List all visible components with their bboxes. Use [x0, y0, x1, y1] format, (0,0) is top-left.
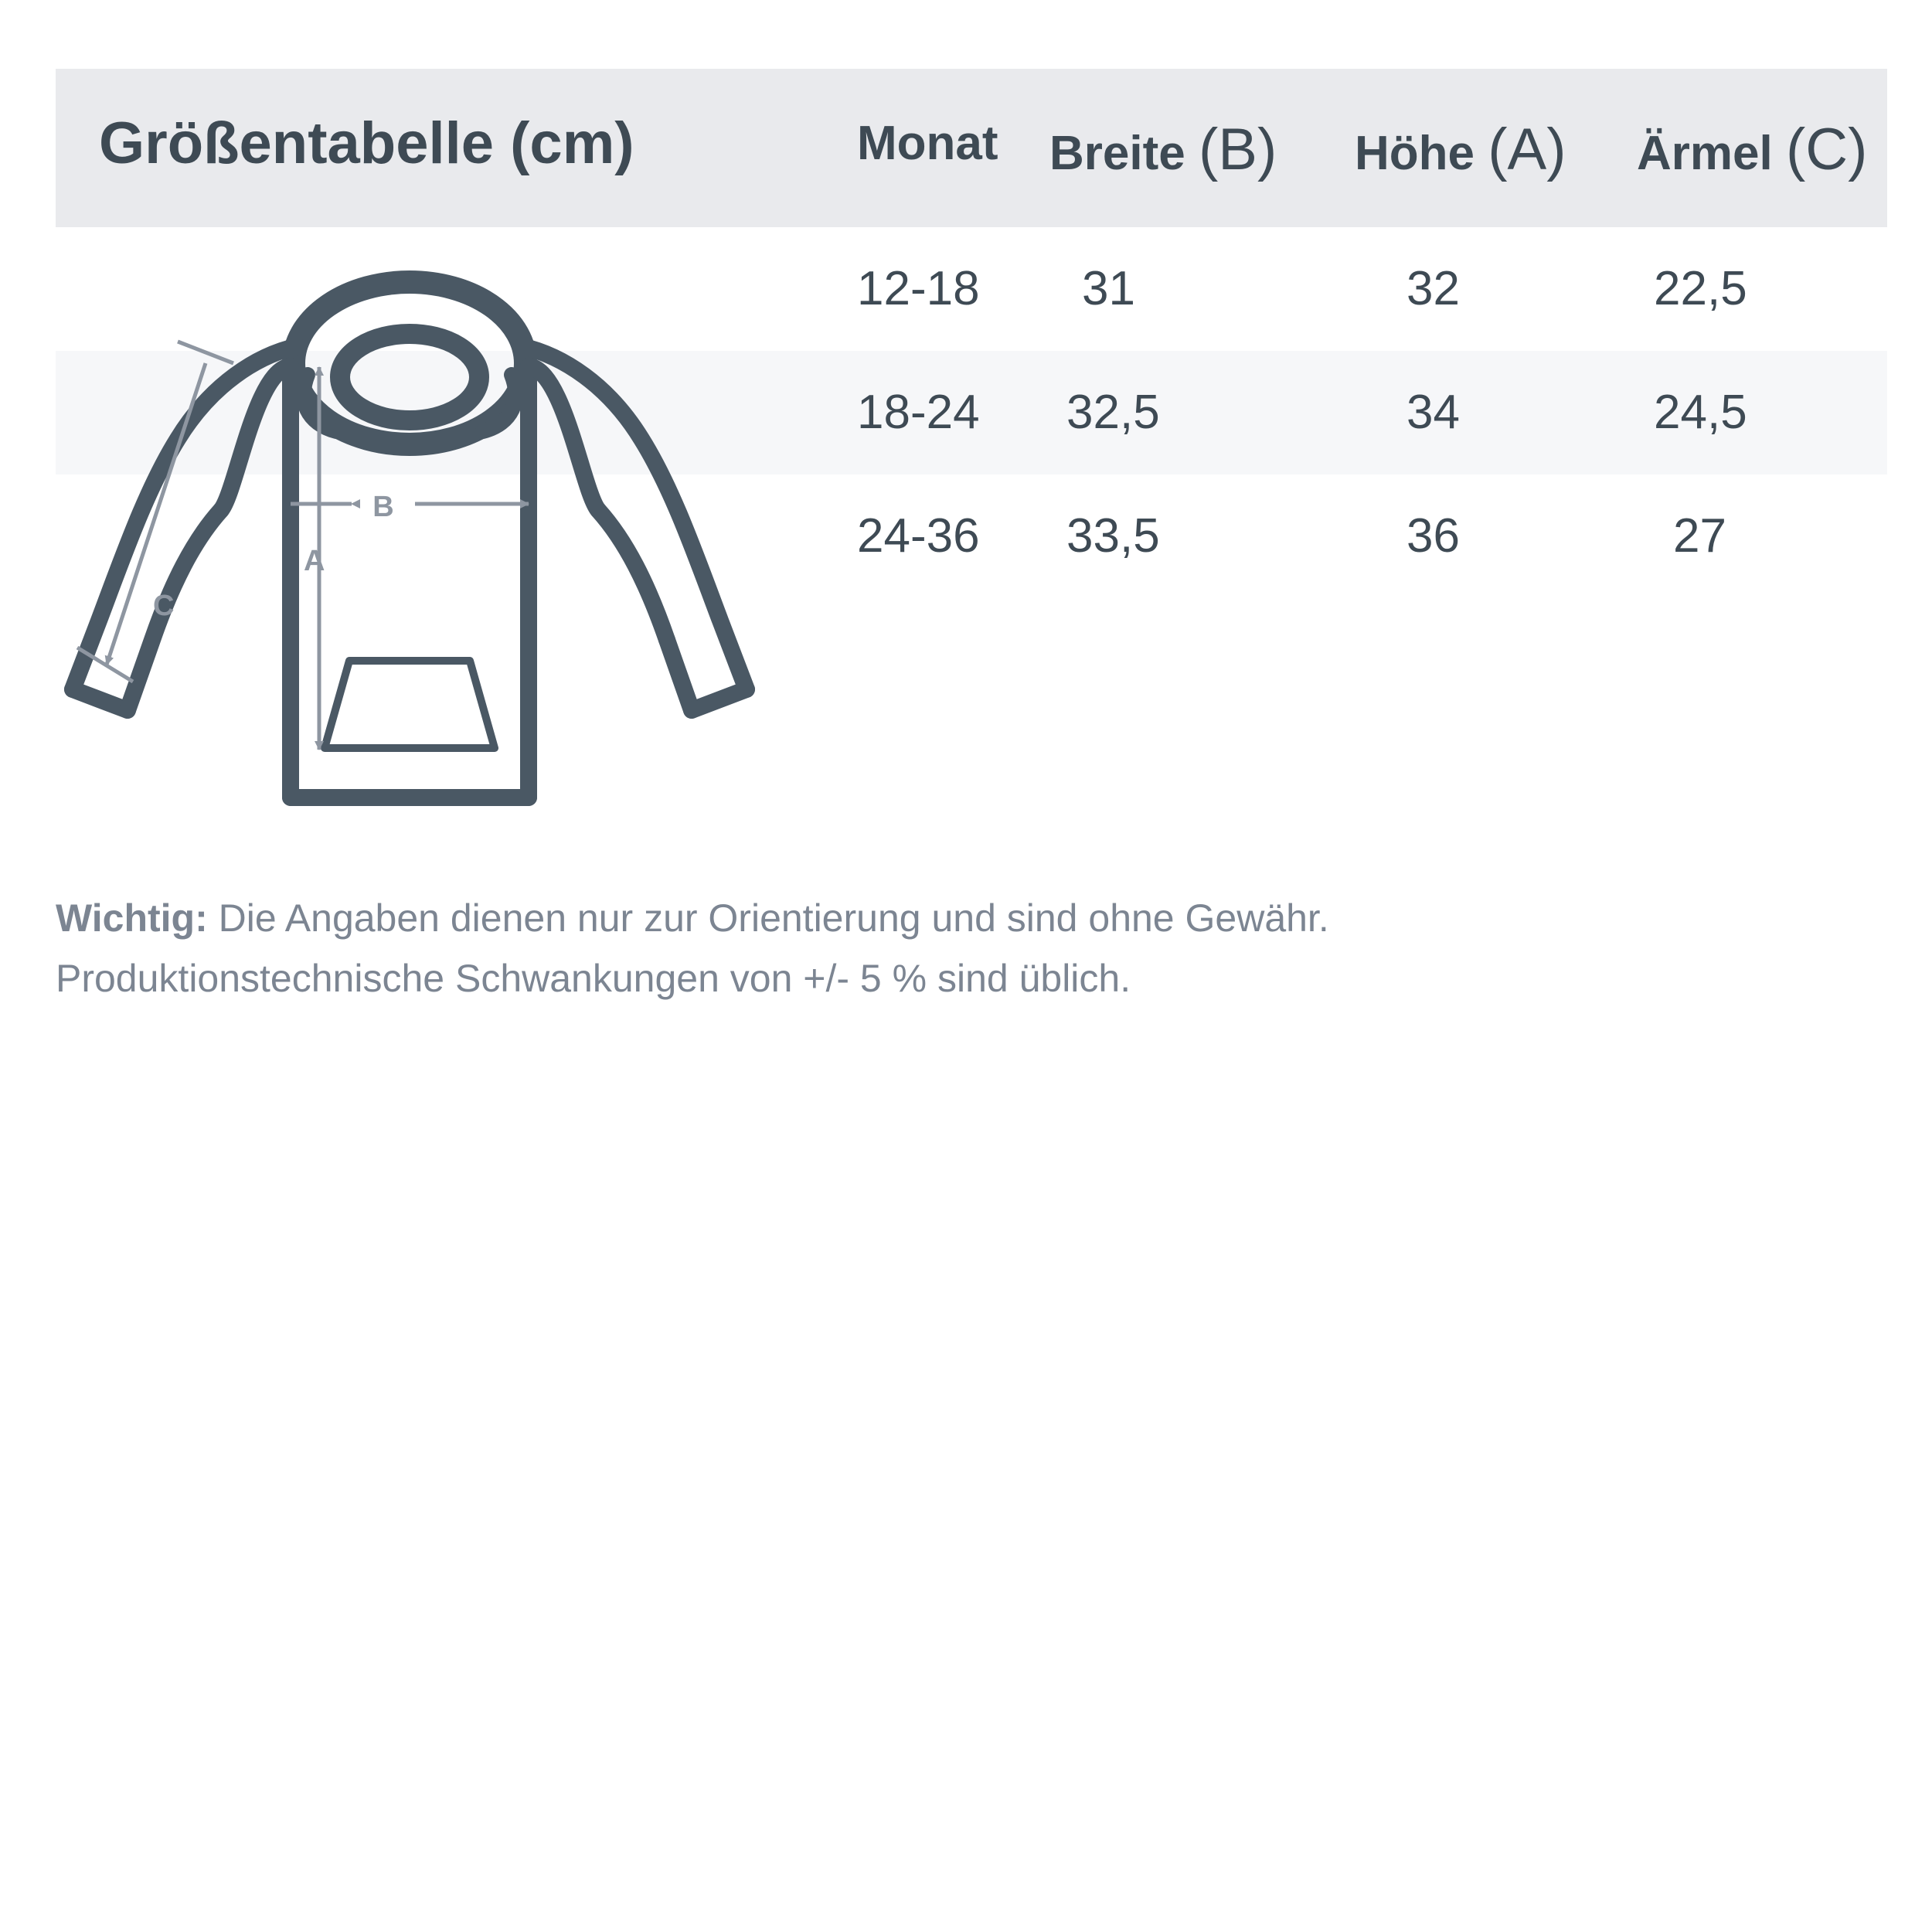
svg-text:A: A — [304, 545, 325, 577]
svg-text:B: B — [372, 491, 393, 523]
svg-text:C: C — [153, 590, 174, 622]
